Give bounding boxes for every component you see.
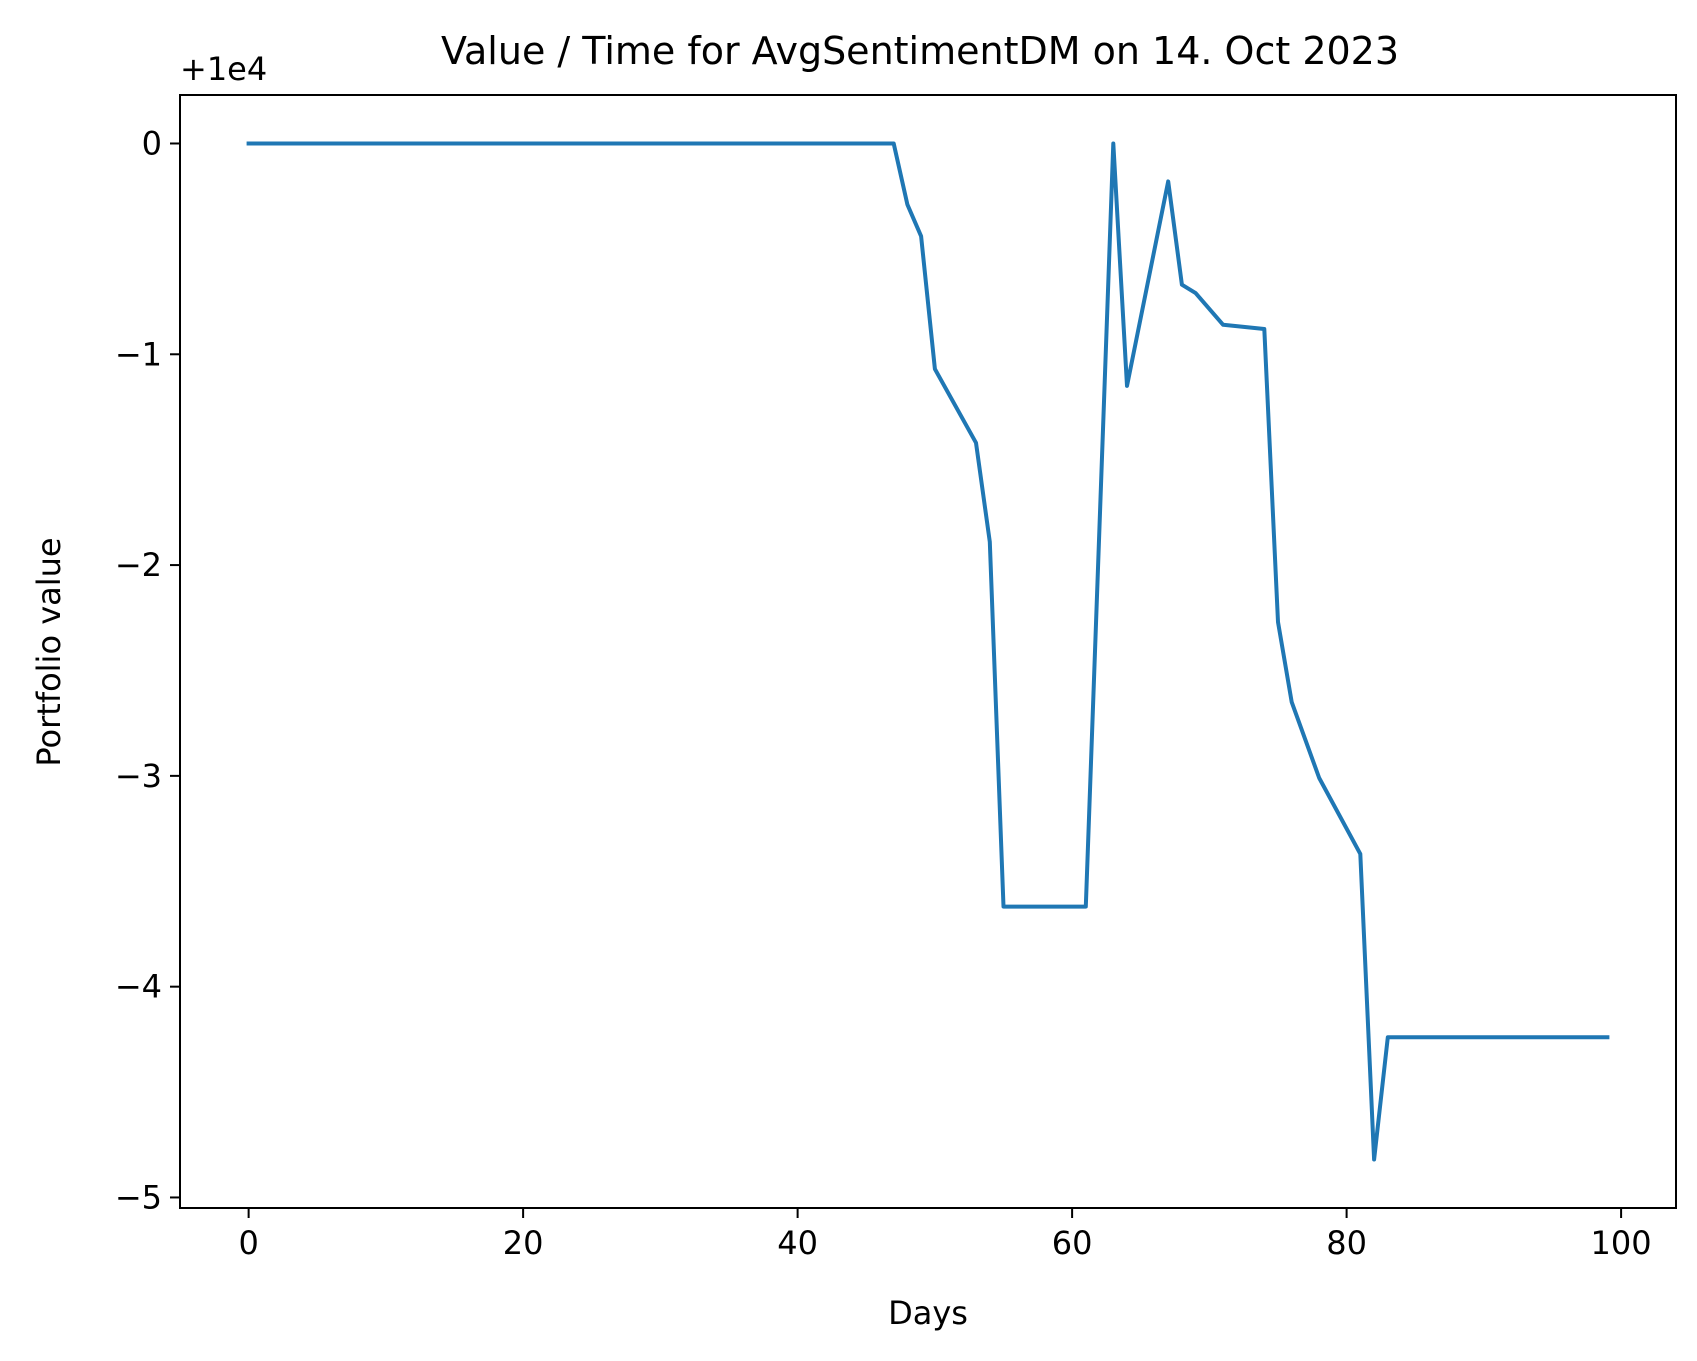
x-tick-label: 60 [1052,1224,1093,1262]
y-axis-ticks: 0 −1 −2 −3 −4 −5 [115,124,180,1216]
series-layer [246,141,1610,1162]
x-tick-label: 20 [503,1224,544,1262]
y-tick-label: −1 [115,335,162,373]
y-tick-label: −5 [115,1178,162,1216]
x-tick-label: 100 [1591,1224,1652,1262]
y-tick-label: −2 [115,546,162,584]
y-tick-label: −3 [115,757,162,795]
x-axis-title: Days [888,1294,968,1332]
chart-title: Value / Time for AvgSentimentDM on 14. O… [441,29,1399,73]
x-tick-label: 80 [1326,1224,1367,1262]
x-tick-label: 0 [238,1224,258,1262]
y-tick-label: −4 [115,968,162,1006]
y-tick-label: 0 [142,124,162,162]
y-axis-title: Portfolio value [30,537,68,766]
plot-frame [179,94,1677,1209]
y-axis-offset-label: +1e4 [180,50,267,88]
series-line [246,141,1610,1162]
x-tick-label: 40 [777,1224,818,1262]
x-axis-ticks: 0 20 40 60 80 100 [238,1208,1652,1262]
